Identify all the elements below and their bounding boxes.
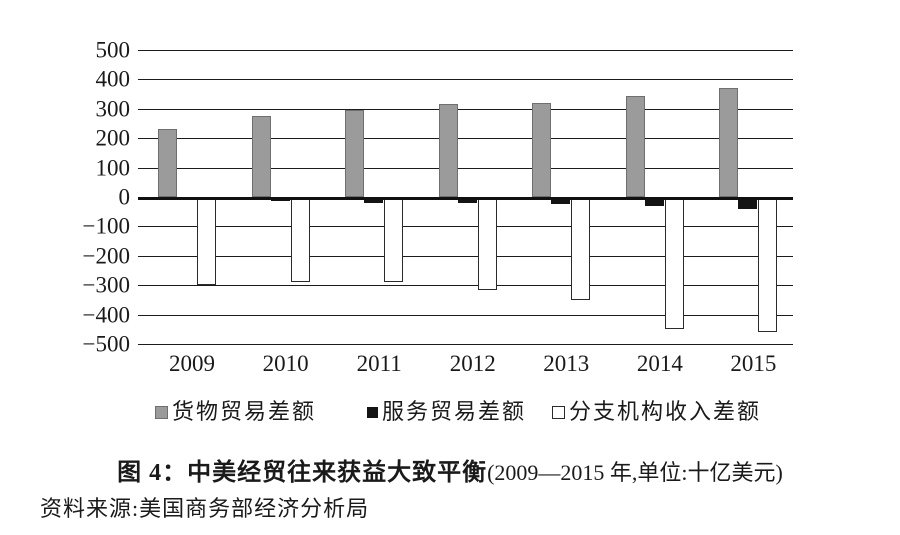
caption-subtitle: (2009—2015 年,单位:十亿美元) xyxy=(487,460,783,485)
legend-label-branch: 分支机构收入差额 xyxy=(569,399,762,424)
bar-goods-trade-balance-2011 xyxy=(345,110,365,197)
legend-label-goods: 货物贸易差额 xyxy=(172,399,317,424)
source-note: 资料来源:美国商务部经济分析局 xyxy=(40,496,370,521)
legend-item-goods: 货物贸易差额 xyxy=(155,398,316,426)
figure-caption: 图 4：中美经贸往来获益大致平衡(2009—2015 年,单位:十亿美元) xyxy=(0,452,900,487)
y-tick-label--400: −400 xyxy=(82,302,130,328)
bar-goods-trade-balance-2010 xyxy=(251,116,271,197)
gridline-200 xyxy=(138,138,793,140)
bar-goods-trade-balance-2015 xyxy=(719,88,739,197)
bar-services-trade-balance-2015 xyxy=(738,197,758,209)
legend-item-branch: 分支机构收入差额 xyxy=(552,398,761,426)
bar-services-trade-balance-2014 xyxy=(644,197,664,206)
gridline--200 xyxy=(138,255,793,257)
bar-branch-income-balance-2010 xyxy=(290,197,310,283)
x-tick-label-2015: 2015 xyxy=(730,351,777,376)
bar-goods-trade-balance-2009 xyxy=(158,129,177,197)
x-tick-label-2011: 2011 xyxy=(356,351,402,376)
y-tick-label-300: 300 xyxy=(95,96,131,122)
x-tick-label-2013: 2013 xyxy=(543,351,590,376)
bar-branch-income-balance-2009 xyxy=(197,197,216,286)
caption-title: 中美经贸往来获益大致平衡 xyxy=(187,460,488,486)
plot-area: 2009 2010 2011 2012 2013 2014 2015 xyxy=(138,50,793,376)
bar-goods-trade-balance-2014 xyxy=(625,95,645,197)
branch-legend-swatch-icon xyxy=(552,405,565,419)
legend: 货物贸易差额 服务贸易差额 分支机构收入差额 xyxy=(0,398,900,428)
gridline--300 xyxy=(138,285,793,287)
bar-services-trade-balance-2013 xyxy=(551,197,571,205)
x-tick-label-2009: 2009 xyxy=(169,351,215,376)
bar-branch-income-balance-2015 xyxy=(758,197,778,333)
y-tick-label--100: −100 xyxy=(82,213,130,239)
x-tick-label-2012: 2012 xyxy=(449,351,496,376)
gridline-300 xyxy=(138,108,793,110)
bar-branch-income-balance-2011 xyxy=(384,197,404,283)
y-tick-label-500: 500 xyxy=(95,37,131,63)
legend-item-services: 服务贸易差额 xyxy=(367,398,526,426)
gridline-100 xyxy=(138,167,793,169)
y-axis: 500 400 300 200 100 0 −100 −200 −300 −400 −500 xyxy=(0,39,131,356)
gridline-400 xyxy=(138,79,793,81)
gridline--400 xyxy=(138,314,793,316)
bar-goods-trade-balance-2012 xyxy=(438,104,458,197)
legend-label-services: 服务贸易差额 xyxy=(382,399,527,424)
x-tick-label-2014: 2014 xyxy=(636,351,683,376)
y-tick-label--500: −500 xyxy=(82,331,130,357)
bar-goods-trade-balance-2013 xyxy=(532,102,552,197)
gridline--100 xyxy=(138,226,793,228)
bar-branch-income-balance-2014 xyxy=(664,197,684,330)
zero-line xyxy=(138,197,793,200)
y-tick-label-200: 200 xyxy=(95,125,131,151)
gridline--500 xyxy=(138,344,793,345)
y-tick-label--200: −200 xyxy=(82,243,130,269)
bar-branch-income-balance-2012 xyxy=(477,197,497,290)
gridline-500 xyxy=(138,50,793,51)
y-tick-label-400: 400 xyxy=(95,66,131,92)
goods-legend-swatch-icon xyxy=(155,405,168,419)
bar-branch-income-balance-2013 xyxy=(571,197,591,300)
y-tick-label-0: 0 xyxy=(118,184,131,210)
services-legend-swatch-icon xyxy=(367,406,378,418)
y-tick-label--300: −300 xyxy=(82,272,130,298)
caption-prefix: 图 4： xyxy=(117,460,188,486)
y-tick-label-100: 100 xyxy=(95,155,131,181)
x-tick-label-2010: 2010 xyxy=(262,351,309,376)
